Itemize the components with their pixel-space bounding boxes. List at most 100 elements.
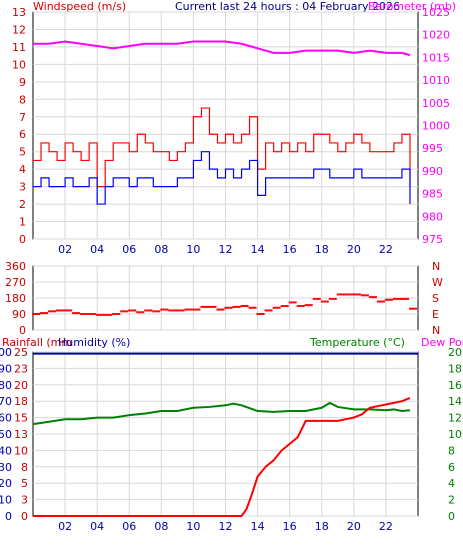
direction-point — [140, 311, 143, 314]
direction-point — [384, 298, 387, 301]
panel2-compass-tick: N — [432, 324, 440, 337]
panel3-humidity-tick: 50 — [0, 428, 12, 441]
direction-point — [114, 313, 117, 315]
panel3-series — [32, 352, 418, 517]
direction-point — [34, 313, 37, 315]
direction-point — [62, 309, 65, 312]
direction-point — [266, 309, 269, 312]
direction-point — [176, 309, 179, 312]
panel3-x-tick: 22 — [379, 520, 393, 533]
direction-point — [268, 309, 271, 312]
direction-point — [154, 310, 157, 313]
panel2-y-tick: 0 — [19, 324, 26, 337]
direction-point — [168, 309, 171, 312]
direction-point — [404, 297, 407, 300]
direction-point — [236, 305, 239, 308]
direction-point — [190, 308, 193, 311]
panel2-y-tick: 270 — [5, 276, 26, 289]
direction-point — [80, 313, 83, 315]
direction-point — [252, 306, 255, 309]
panel3-humidity-tick: 0 — [5, 510, 12, 523]
direction-point — [376, 300, 379, 303]
direction-point — [334, 297, 337, 300]
panel3-rain-tick: 5 — [21, 477, 28, 490]
panel3-x-tick: 20 — [347, 520, 361, 533]
panel1-y2-tick: 980 — [422, 210, 443, 223]
direction-point — [244, 305, 247, 307]
direction-point — [394, 297, 397, 300]
direction-point — [390, 298, 393, 301]
panel1-x-tick: 22 — [379, 243, 393, 256]
panel3-humidity-tick: 90 — [0, 362, 12, 375]
direction-point — [110, 313, 113, 316]
rain-humidity-temp-panel: 0010320530840105013601570188020902310025… — [0, 346, 462, 533]
panel3-x-tick: 16 — [283, 520, 297, 533]
direction-point — [180, 309, 183, 312]
temperature-line — [32, 401, 411, 426]
direction-point — [68, 309, 71, 312]
direction-point — [104, 313, 107, 316]
panel3-temp-tick: 4 — [448, 477, 455, 490]
panel1-y-tick: 0 — [19, 233, 26, 246]
direction-point — [126, 310, 129, 313]
panel3-rain-tick: 13 — [14, 428, 28, 441]
direction-point — [282, 305, 285, 307]
temperature-axis-label: Temperature (°C) — [309, 336, 405, 349]
panel3-temp-tick: 16 — [448, 379, 462, 392]
direction-point — [88, 313, 91, 315]
direction-point — [64, 309, 67, 312]
panel3-rain-tick: 18 — [14, 395, 28, 408]
direction-point — [102, 313, 105, 316]
panel3-grid — [33, 351, 418, 517]
direction-point — [382, 300, 385, 303]
direction-point — [108, 313, 111, 316]
panel2-y-tick: 180 — [5, 292, 26, 305]
direction-point — [364, 294, 367, 297]
panel1-y2-tick: 975 — [422, 233, 443, 246]
direction-point — [122, 310, 125, 313]
direction-point — [350, 293, 353, 296]
panel1-y-tick: 9 — [19, 76, 26, 89]
panel3-rain-tick: 10 — [14, 444, 28, 457]
direction-point — [316, 297, 319, 300]
direction-point — [290, 301, 293, 304]
direction-point — [128, 309, 131, 312]
direction-point — [286, 305, 289, 307]
direction-point — [222, 308, 225, 311]
humidity-axis-label: Humidity (%) — [58, 336, 130, 349]
direction-point — [308, 304, 311, 307]
direction-point — [330, 297, 333, 300]
panel1-y2-tick: 1000 — [422, 120, 450, 133]
panel1-x-tick: 20 — [347, 243, 361, 256]
direction-point — [346, 293, 349, 296]
panel2-y-tick: 90 — [12, 308, 26, 321]
direction-point — [338, 293, 341, 296]
direction-point — [100, 313, 103, 316]
rainfall-line — [33, 396, 411, 517]
direction-point — [184, 308, 187, 311]
direction-point — [94, 313, 97, 315]
direction-point — [408, 307, 411, 310]
direction-point — [92, 313, 95, 315]
panel2-left-ticks: 0 90 180 270 360 — [5, 260, 26, 337]
barometer-line — [33, 40, 411, 57]
direction-point — [130, 309, 133, 312]
panel1-y-tick: 13 — [12, 6, 26, 19]
direction-point — [370, 296, 373, 299]
panel3-x-tick: 04 — [90, 520, 104, 533]
panel1-y-tick: 6 — [19, 128, 26, 141]
panel3-temp-tick: 14 — [448, 395, 462, 408]
direction-point — [52, 310, 55, 313]
panel1-x-tick: 14 — [251, 243, 265, 256]
direction-point — [166, 308, 169, 311]
panel3-x-tick: 08 — [154, 520, 168, 533]
panel1-y-tick: 4 — [19, 163, 26, 176]
direction-point — [216, 308, 219, 311]
direction-point — [294, 301, 297, 304]
direction-point — [178, 309, 181, 312]
panel1-y2-tick: 985 — [422, 188, 443, 201]
direction-point — [66, 309, 69, 312]
